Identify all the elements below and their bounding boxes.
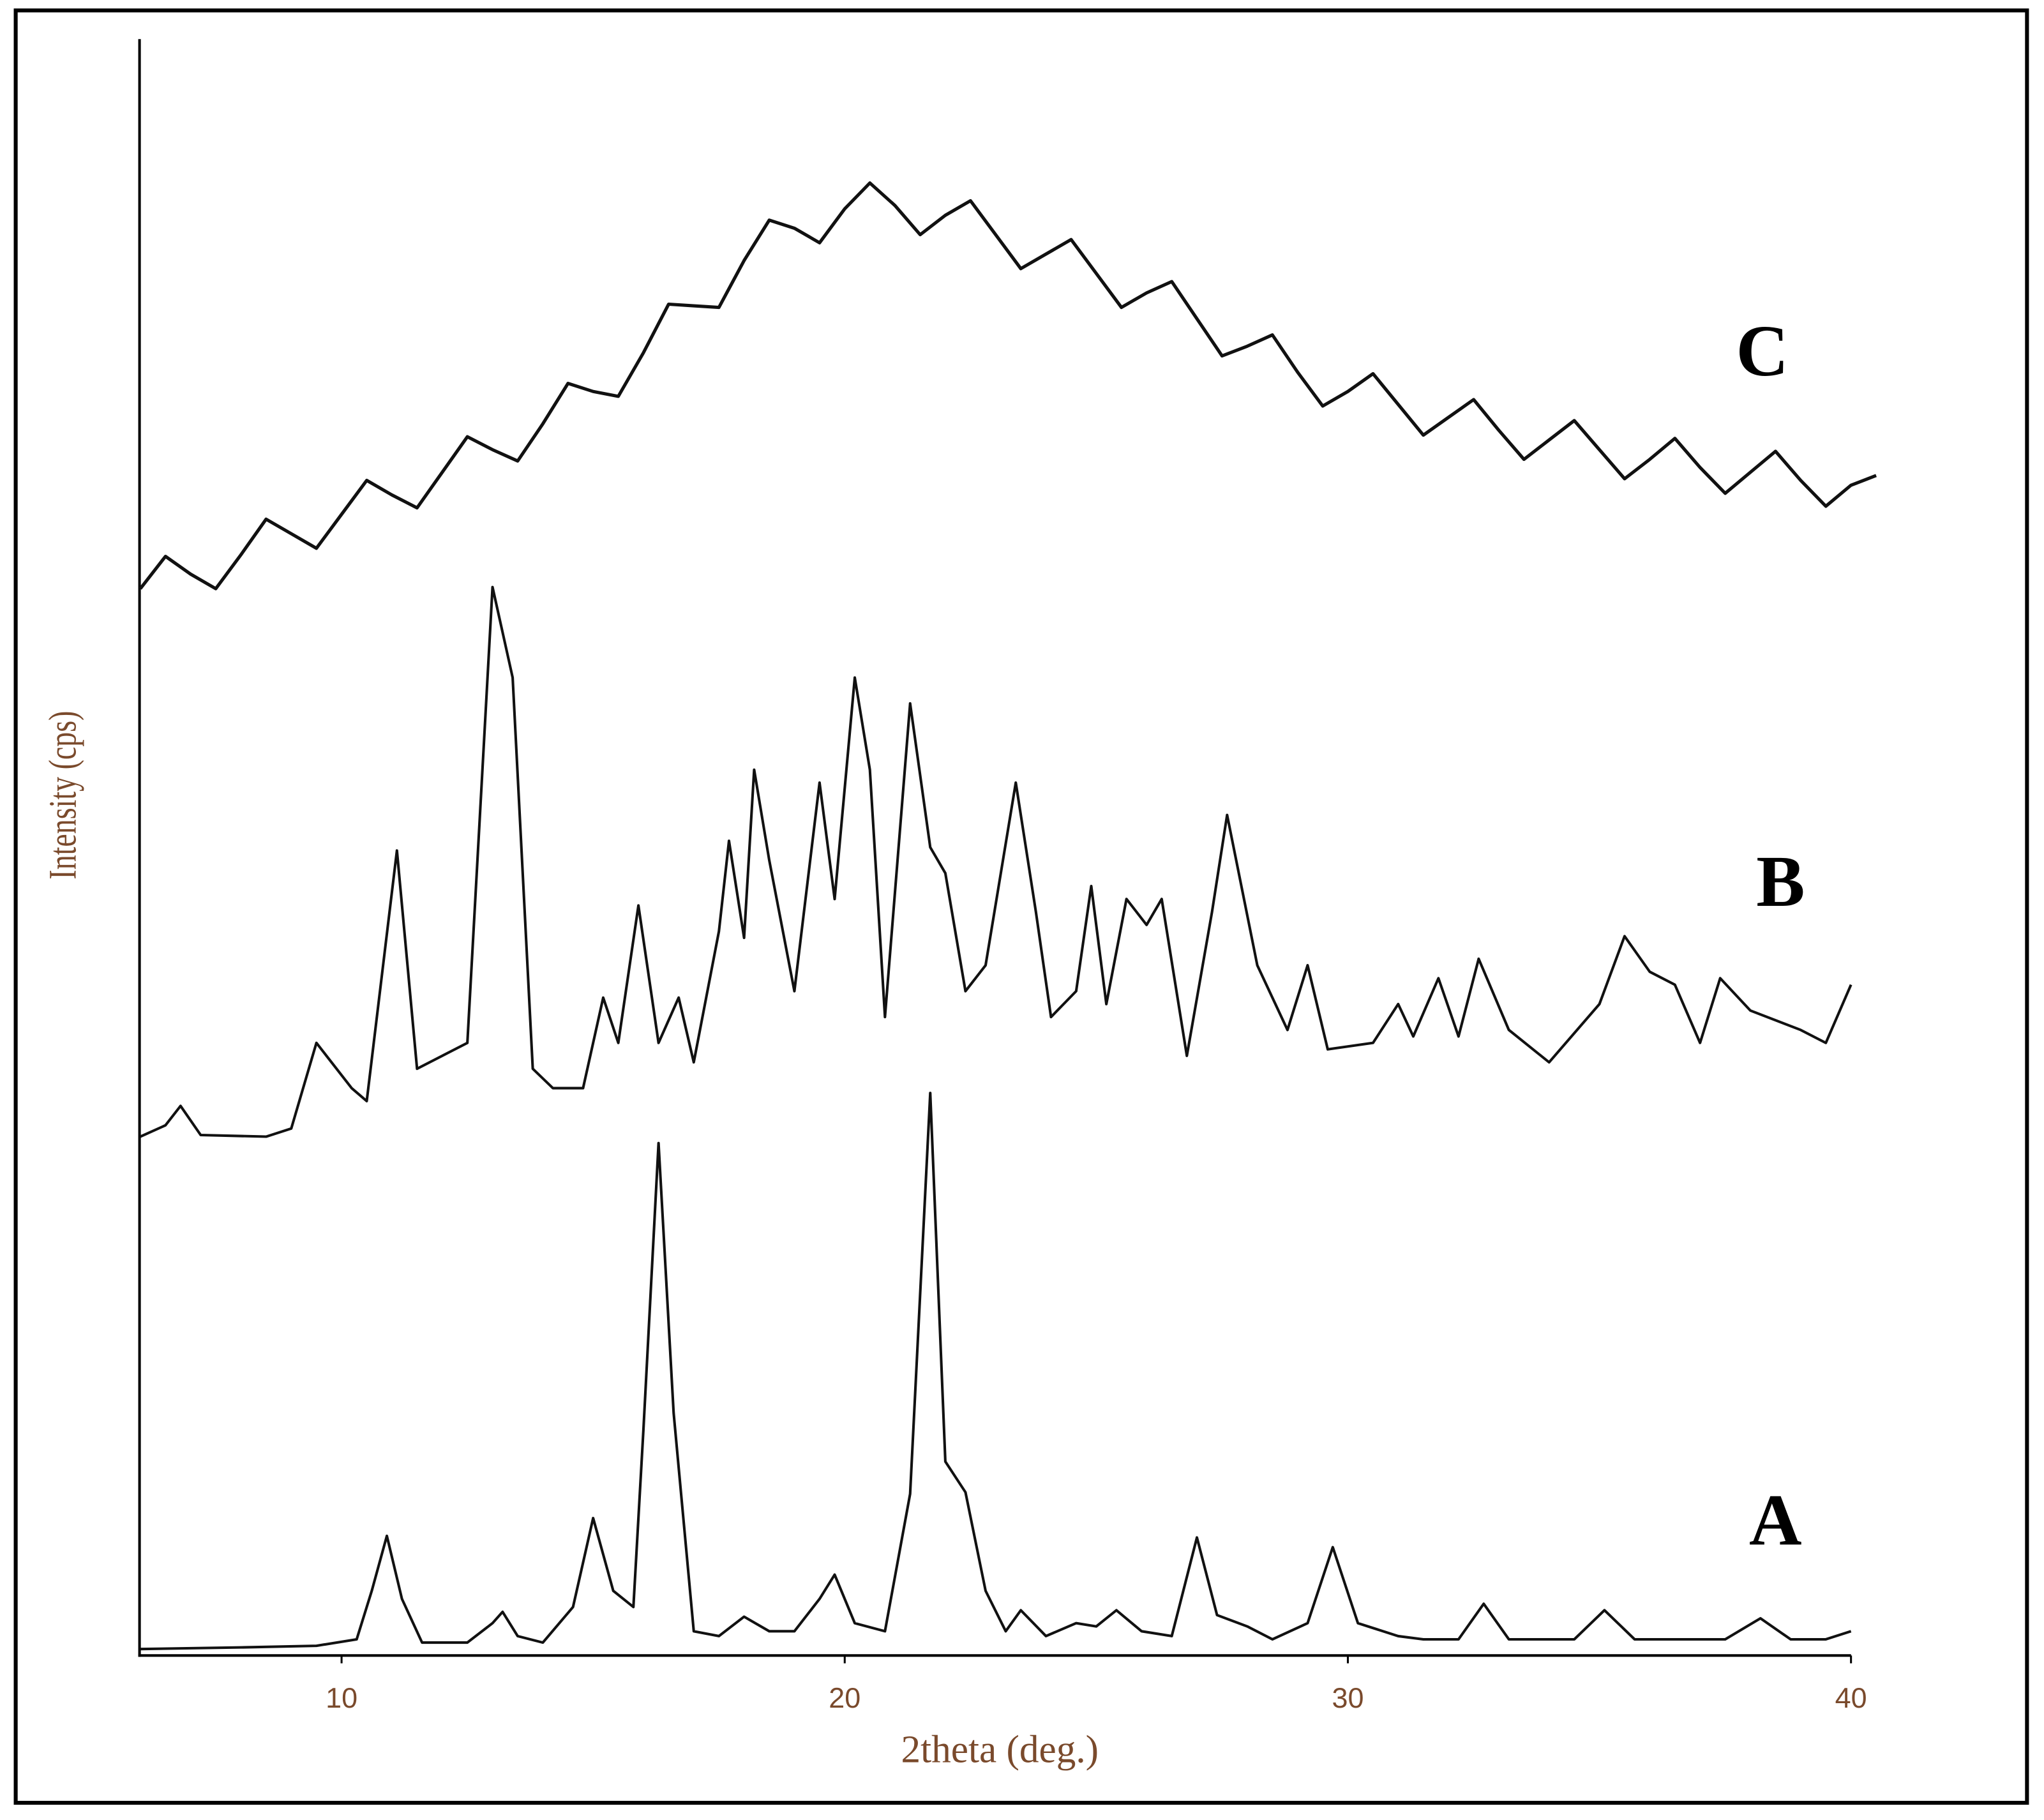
series-line (139, 181, 1877, 590)
series-line (140, 1092, 1852, 1651)
y-axis-label: Intensity (cps) (41, 711, 84, 880)
series-label: C (1736, 310, 1789, 391)
x-tick-label: 30 (1332, 1681, 1364, 1714)
x-tick-label: 10 (326, 1681, 357, 1714)
frame (13, 8, 2029, 1805)
x-tick-label: 20 (829, 1681, 860, 1714)
series-line (139, 585, 1852, 1138)
x-tick-label: 40 (1835, 1681, 1867, 1714)
x-axis-label: 2theta (deg.) (901, 1728, 1099, 1771)
series-label: B (1756, 841, 1805, 922)
series-label: A (1749, 1480, 1802, 1561)
